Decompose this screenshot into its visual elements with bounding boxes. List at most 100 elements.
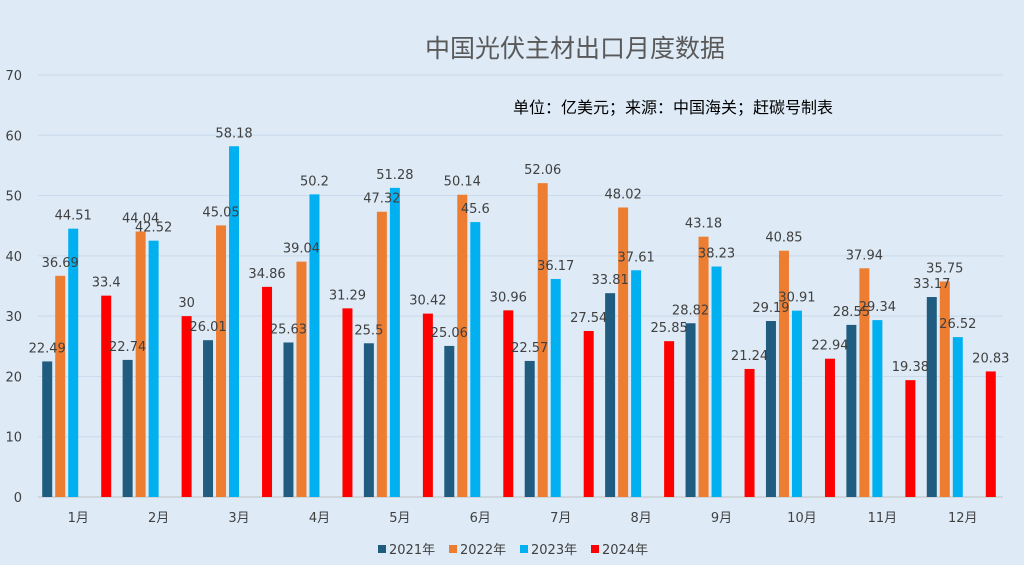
bar <box>181 316 192 497</box>
bar <box>846 324 857 497</box>
x-tick-label: 9月 <box>711 511 732 526</box>
x-tick-label: 11月 <box>868 511 898 526</box>
x-tick-label: 10月 <box>787 511 817 526</box>
data-label: 58.18 <box>215 126 252 141</box>
data-label: 42.52 <box>135 221 172 236</box>
bar <box>872 320 883 497</box>
data-label: 22.49 <box>29 341 66 356</box>
data-label: 37.94 <box>846 248 883 263</box>
data-label: 29.19 <box>752 301 789 316</box>
x-tick-label: 2月 <box>148 511 169 526</box>
legend-label: 2021年 <box>389 543 435 558</box>
data-label: 33.81 <box>592 273 629 288</box>
bar <box>926 297 937 497</box>
x-tick-label: 4月 <box>309 511 330 526</box>
y-axis-ticks: 0 10 20 30 40 50 60 70 <box>5 69 22 506</box>
data-label: 25.06 <box>431 326 468 341</box>
data-label: 25.63 <box>270 322 307 337</box>
bar <box>778 250 789 497</box>
data-label: 45.05 <box>202 205 239 220</box>
bar <box>457 194 468 498</box>
data-label: 30.91 <box>778 291 815 306</box>
bar <box>631 270 642 497</box>
y-tick-label: 20 <box>5 370 22 385</box>
y-tick-label: 30 <box>5 310 22 325</box>
data-label: 25.5 <box>354 323 383 338</box>
x-tick-label: 7月 <box>550 511 571 526</box>
data-label: 44.51 <box>55 209 92 224</box>
legend-label: 2022年 <box>460 543 506 558</box>
bar <box>537 183 548 497</box>
legend-swatch <box>378 545 386 553</box>
data-label: 38.23 <box>698 247 735 262</box>
data-label: 22.57 <box>511 341 548 356</box>
y-tick-label: 0 <box>14 491 22 506</box>
data-label: 45.6 <box>461 202 490 217</box>
y-tick-label: 40 <box>5 250 22 265</box>
bar <box>122 359 133 497</box>
bar <box>550 278 561 497</box>
data-label: 28.82 <box>672 303 709 318</box>
data-label: 50.14 <box>444 175 481 190</box>
gridlines <box>38 74 1003 498</box>
bar <box>309 194 320 497</box>
data-label: 19.38 <box>892 360 929 375</box>
bar <box>744 368 755 497</box>
bar <box>939 281 950 497</box>
chart-title: 中国光伏主材出口月度数据 <box>425 34 725 63</box>
bar <box>859 268 870 497</box>
data-label: 52.06 <box>524 163 561 178</box>
data-label: 33.4 <box>92 276 121 291</box>
bar <box>952 337 963 497</box>
x-tick-label: 12月 <box>948 511 978 526</box>
bar <box>765 321 776 497</box>
legend-label: 2024年 <box>602 543 648 558</box>
bars <box>42 146 996 498</box>
bar <box>470 222 481 497</box>
data-label: 35.75 <box>926 261 963 276</box>
data-label: 48.02 <box>605 188 642 203</box>
data-label: 36.69 <box>42 256 79 271</box>
data-label: 20.83 <box>972 351 1009 366</box>
data-label: 34.86 <box>248 267 285 282</box>
y-tick-label: 10 <box>5 431 22 446</box>
bar <box>503 310 514 497</box>
bar <box>262 286 273 497</box>
bar <box>216 225 227 498</box>
bar <box>711 266 722 497</box>
data-label: 26.01 <box>189 320 226 335</box>
legend: 2021年 2022年 2023年 2024年 <box>378 543 648 558</box>
bar <box>985 371 996 497</box>
bar <box>283 342 294 497</box>
data-label: 39.04 <box>283 242 320 257</box>
bar <box>376 211 387 497</box>
x-axis-ticks: 1月 2月 3月 4月 5月 6月 7月 8月 9月 10月 11月 12月 <box>68 511 978 526</box>
bar <box>148 240 159 497</box>
bar <box>422 313 433 497</box>
bar <box>42 361 53 497</box>
bar <box>363 343 374 497</box>
data-label: 40.85 <box>765 231 802 246</box>
bar <box>524 360 535 497</box>
bar <box>685 323 696 497</box>
data-label: 30.96 <box>490 290 527 305</box>
bar <box>664 341 675 497</box>
bar <box>444 345 455 497</box>
bar <box>824 358 835 497</box>
bar <box>342 308 353 497</box>
data-label: 44.04 <box>122 212 159 227</box>
data-label: 50.2 <box>300 174 329 189</box>
data-label: 51.28 <box>376 168 413 183</box>
chart-subtitle: 单位：亿美元；来源：中国海关；赶碳号制表 <box>513 98 833 117</box>
bar <box>583 330 594 497</box>
bar <box>618 207 629 497</box>
data-label: 30.42 <box>409 294 446 309</box>
data-label: 33.17 <box>913 277 950 292</box>
legend-swatch <box>591 545 599 553</box>
data-label: 27.54 <box>570 311 607 326</box>
data-label: 37.61 <box>618 250 655 265</box>
bar <box>135 231 146 497</box>
data-label: 47.32 <box>363 192 400 207</box>
bar <box>229 146 240 497</box>
